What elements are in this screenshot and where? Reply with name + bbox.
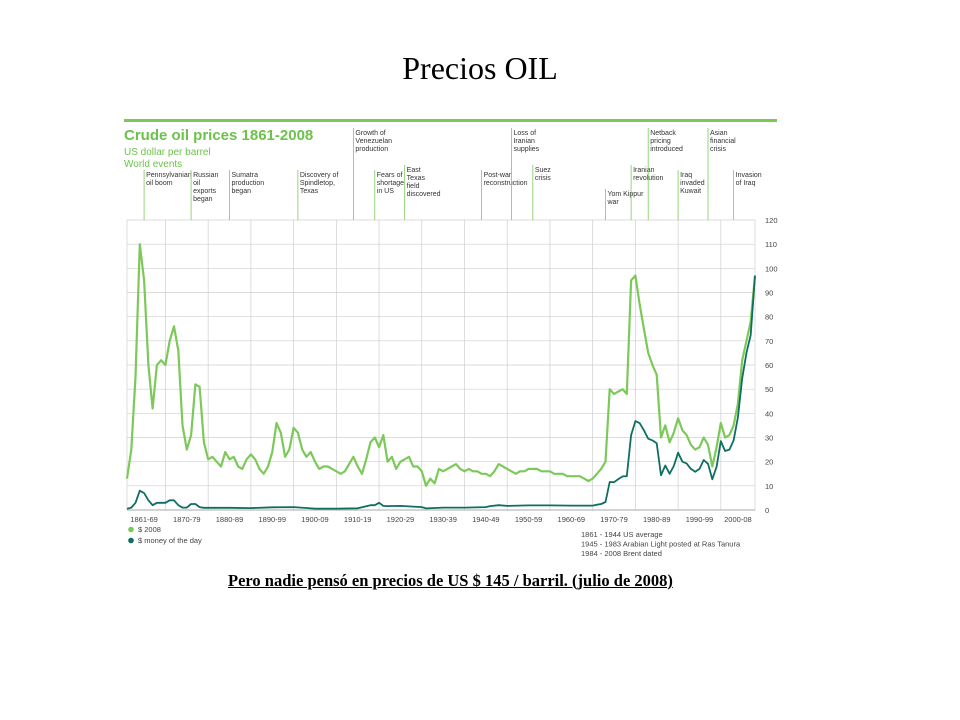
event-label: Iranian bbox=[513, 138, 535, 145]
event-label: Growth of bbox=[355, 130, 385, 137]
y-tick-label: 20 bbox=[765, 458, 773, 467]
y-tick-label: 50 bbox=[765, 385, 773, 394]
series-line-money-of-the-day bbox=[126, 275, 756, 510]
x-tick-label: 1870-79 bbox=[173, 515, 201, 524]
x-tick-label: 1900-09 bbox=[301, 515, 329, 524]
event-label: began bbox=[193, 196, 213, 203]
x-tick-label: 1980-89 bbox=[643, 515, 671, 524]
event-label: Invasion bbox=[736, 172, 762, 179]
y-tick-label: 90 bbox=[765, 289, 773, 298]
event-label: Texas bbox=[407, 175, 426, 182]
x-tick-label: 1990-99 bbox=[686, 515, 714, 524]
event-label: began bbox=[232, 188, 252, 195]
event-label: crisis bbox=[535, 175, 551, 182]
event-label: production bbox=[355, 146, 388, 153]
chart-title: Crude oil prices 1861-2008 bbox=[124, 127, 313, 144]
event-label: of Iraq bbox=[736, 180, 756, 187]
chart-legend: $ 2008 $ money of the day bbox=[128, 525, 202, 545]
event-label: Iranian bbox=[633, 167, 655, 174]
legend-label: $ money of the day bbox=[138, 536, 202, 545]
slide-caption: Pero nadie pensó en precios de US $ 145 … bbox=[228, 571, 673, 590]
event-label: oil bbox=[193, 180, 200, 187]
event-label: oil boom bbox=[146, 180, 173, 187]
event-label: Netback bbox=[650, 130, 676, 137]
event-label: Loss of bbox=[513, 130, 536, 137]
legend-swatch bbox=[128, 526, 134, 533]
event-label: Venezuelan bbox=[355, 138, 392, 145]
x-tick-label: 1930-39 bbox=[429, 515, 457, 524]
series-line-2008-dollars bbox=[125, 243, 757, 487]
x-tick-label: 1920-29 bbox=[387, 515, 415, 524]
chart-header-rule bbox=[124, 119, 777, 122]
event-label: supplies bbox=[513, 146, 539, 153]
event-label: Suez bbox=[535, 167, 551, 174]
y-tick-label: 30 bbox=[765, 434, 773, 443]
series-lines bbox=[125, 243, 757, 510]
chart-axes: 0 10 20 30 40 50 60 70 80 90 100 110 120 1861-69 1870-… bbox=[127, 216, 778, 524]
source-note: 1945 - 1983 Arabian Light posted at Ras … bbox=[581, 540, 741, 549]
x-tick-label: 1950-59 bbox=[515, 515, 543, 524]
event-label: Pennsylvanian bbox=[146, 172, 192, 179]
event-label: discovered bbox=[407, 191, 441, 198]
x-tick-label: 1960-69 bbox=[558, 515, 586, 524]
event-label: Post-war bbox=[484, 172, 512, 179]
event-label: pricing bbox=[650, 138, 671, 145]
event-label: Texas bbox=[300, 188, 319, 195]
event-label: financial bbox=[710, 138, 736, 145]
event-label: Russian bbox=[193, 172, 218, 179]
event-label: Kuwait bbox=[680, 188, 701, 195]
y-tick-label: 40 bbox=[765, 409, 773, 418]
chart-events-subtitle: World events bbox=[124, 159, 182, 170]
y-tick-label: 100 bbox=[765, 264, 778, 273]
chart-subtitle: US dollar per barrel bbox=[124, 147, 211, 158]
y-tick-label: 10 bbox=[765, 482, 773, 491]
y-tick-label: 60 bbox=[765, 361, 773, 370]
event-label: introduced bbox=[650, 146, 683, 153]
event-label: Sumatra bbox=[232, 172, 259, 179]
y-tick-label: 80 bbox=[765, 313, 773, 322]
x-tick-label: 1890-99 bbox=[258, 515, 286, 524]
event-label: Fears of bbox=[377, 172, 403, 179]
event-label: Iraq bbox=[680, 172, 692, 179]
x-tick-label: 1970-79 bbox=[600, 515, 628, 524]
x-tick-label: 1880-89 bbox=[216, 515, 244, 524]
event-label: in US bbox=[377, 188, 394, 195]
event-label: war bbox=[606, 199, 619, 206]
event-label: Yom Kippur bbox=[607, 191, 644, 198]
event-label: shortage bbox=[377, 180, 404, 187]
event-label: Spindletop, bbox=[300, 180, 335, 187]
y-tick-label: 70 bbox=[765, 337, 773, 346]
legend-swatch bbox=[128, 537, 134, 544]
x-tick-label: 1940-49 bbox=[472, 515, 500, 524]
event-label: Discovery of bbox=[300, 172, 339, 179]
slide-title: Precios OIL bbox=[402, 50, 558, 86]
x-tick-label: 1861-69 bbox=[130, 515, 158, 524]
event-label: invaded bbox=[680, 180, 705, 187]
event-label: East bbox=[407, 167, 421, 174]
event-label: exports bbox=[193, 188, 216, 195]
event-label: production bbox=[232, 180, 265, 187]
event-label: Asian bbox=[710, 130, 728, 137]
y-tick-label: 0 bbox=[765, 506, 769, 515]
source-note: 1984 - 2008 Brent dated bbox=[581, 549, 662, 558]
event-label: crisis bbox=[710, 146, 726, 153]
event-label: field bbox=[407, 183, 420, 190]
y-tick-label: 120 bbox=[765, 216, 778, 225]
event-label: reconstruction bbox=[484, 180, 528, 187]
x-tick-label: 2000-08 bbox=[724, 515, 752, 524]
legend-label: $ 2008 bbox=[138, 525, 161, 534]
source-note: 1861 - 1944 US average bbox=[581, 530, 663, 539]
x-tick-label: 1910-19 bbox=[344, 515, 372, 524]
y-tick-label: 110 bbox=[765, 240, 777, 249]
